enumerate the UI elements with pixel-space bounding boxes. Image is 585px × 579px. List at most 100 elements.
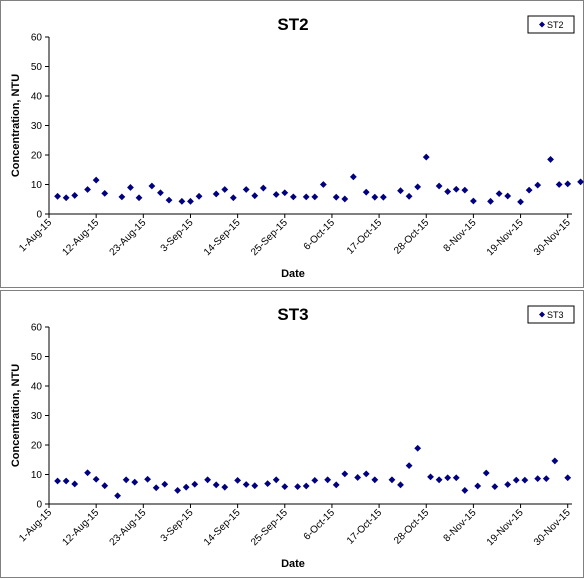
y-tick-label: 50 bbox=[31, 352, 43, 363]
data-point bbox=[414, 444, 422, 452]
y-tick-label: 20 bbox=[31, 151, 43, 162]
data-point bbox=[221, 483, 229, 491]
data-point bbox=[547, 156, 554, 163]
data-point bbox=[311, 193, 319, 201]
data-point bbox=[354, 474, 362, 481]
data-point bbox=[564, 474, 572, 482]
legend-box bbox=[527, 15, 575, 34]
data-point bbox=[191, 480, 199, 488]
y-tick-label: 60 bbox=[31, 33, 43, 44]
data-point bbox=[92, 475, 100, 483]
data-point bbox=[564, 180, 572, 188]
x-axis-title: Date bbox=[281, 558, 305, 570]
data-point bbox=[521, 476, 529, 484]
data-point bbox=[242, 481, 250, 488]
data-point bbox=[122, 476, 130, 484]
legend-label: ST2 bbox=[547, 20, 564, 30]
data-point bbox=[281, 483, 289, 490]
data-point bbox=[157, 189, 164, 197]
data-point bbox=[534, 181, 542, 189]
data-point bbox=[71, 480, 79, 488]
data-point bbox=[234, 477, 242, 484]
y-axis-title: Concentration, NTU bbox=[10, 74, 22, 177]
data-point bbox=[131, 478, 139, 486]
data-point bbox=[178, 197, 186, 205]
data-point bbox=[264, 480, 272, 488]
data-point bbox=[161, 480, 169, 488]
x-tick-label: 8-Nov-15 bbox=[442, 507, 479, 544]
legend-marker-icon bbox=[539, 311, 545, 318]
data-point bbox=[461, 186, 469, 194]
chart-title: ST2 bbox=[277, 15, 308, 34]
legend-box bbox=[527, 305, 575, 324]
y-tick-label: 30 bbox=[31, 411, 43, 422]
data-point bbox=[487, 197, 494, 205]
data-point bbox=[435, 182, 443, 190]
data-point bbox=[495, 190, 503, 198]
chart-title: ST3 bbox=[277, 305, 308, 324]
data-point bbox=[452, 185, 460, 193]
data-point bbox=[379, 193, 387, 201]
legend-marker-icon bbox=[539, 21, 545, 28]
data-point bbox=[319, 181, 327, 188]
data-point bbox=[212, 481, 220, 489]
data-point bbox=[362, 470, 370, 478]
data-point bbox=[302, 482, 310, 490]
data-point bbox=[371, 476, 379, 484]
data-point bbox=[341, 470, 349, 478]
data-point bbox=[54, 477, 61, 485]
data-point bbox=[118, 193, 126, 201]
data-point bbox=[517, 198, 524, 206]
data-point bbox=[470, 197, 477, 205]
data-point bbox=[174, 487, 182, 494]
data-point bbox=[148, 182, 156, 190]
data-point bbox=[542, 475, 550, 483]
x-tick-label: 28-Oct-15 bbox=[392, 507, 432, 547]
data-point bbox=[324, 476, 332, 484]
y-tick-label: 0 bbox=[36, 210, 42, 221]
data-point bbox=[405, 462, 413, 470]
data-point bbox=[302, 193, 310, 201]
data-point bbox=[349, 173, 357, 181]
data-point bbox=[444, 188, 452, 195]
data-point bbox=[362, 188, 370, 196]
x-tick-label: 19-Nov-15 bbox=[485, 507, 526, 548]
data-point bbox=[62, 477, 70, 485]
y-tick-label: 30 bbox=[31, 121, 43, 132]
data-point bbox=[251, 192, 259, 200]
data-point bbox=[555, 181, 563, 188]
data-point bbox=[101, 189, 109, 197]
data-point bbox=[101, 482, 109, 490]
data-point bbox=[341, 195, 349, 203]
data-point bbox=[54, 192, 61, 200]
data-point bbox=[577, 178, 584, 186]
data-point bbox=[195, 192, 203, 200]
data-point bbox=[242, 186, 250, 193]
data-point bbox=[221, 186, 229, 193]
legend: ST2 bbox=[527, 15, 575, 34]
data-point bbox=[204, 476, 212, 484]
chart-st3: ST3 0 10 20 30 40 50 60 1-Aug-15 12-Aug-15 23-Aug-… bbox=[10, 305, 575, 570]
data-point bbox=[84, 469, 91, 477]
x-tick-label: 12-Aug-15 bbox=[60, 507, 101, 548]
data-point bbox=[504, 481, 512, 488]
data-point bbox=[474, 482, 482, 490]
y-tick-label: 10 bbox=[31, 180, 43, 191]
x-tick-label: 1-Aug-15 bbox=[17, 507, 54, 544]
data-point bbox=[461, 487, 469, 494]
data-point bbox=[187, 197, 194, 205]
data-point bbox=[551, 457, 559, 465]
data-point bbox=[397, 481, 404, 489]
data-point bbox=[427, 473, 434, 481]
x-tick-label: 3-Sep-15 bbox=[159, 217, 196, 254]
data-point bbox=[281, 189, 289, 197]
data-point bbox=[371, 193, 379, 201]
data-point bbox=[397, 187, 404, 195]
chart-st2: ST2 0 10 20 30 40 50 60 1-Aug-15 12-Aug-15 23-Aug-… bbox=[10, 15, 584, 280]
data-point bbox=[272, 191, 280, 198]
data-point bbox=[127, 184, 134, 191]
x-tick-label: 8-Nov-15 bbox=[442, 217, 479, 254]
data-point bbox=[259, 184, 267, 192]
data-point bbox=[212, 190, 220, 198]
data-point bbox=[422, 153, 430, 161]
